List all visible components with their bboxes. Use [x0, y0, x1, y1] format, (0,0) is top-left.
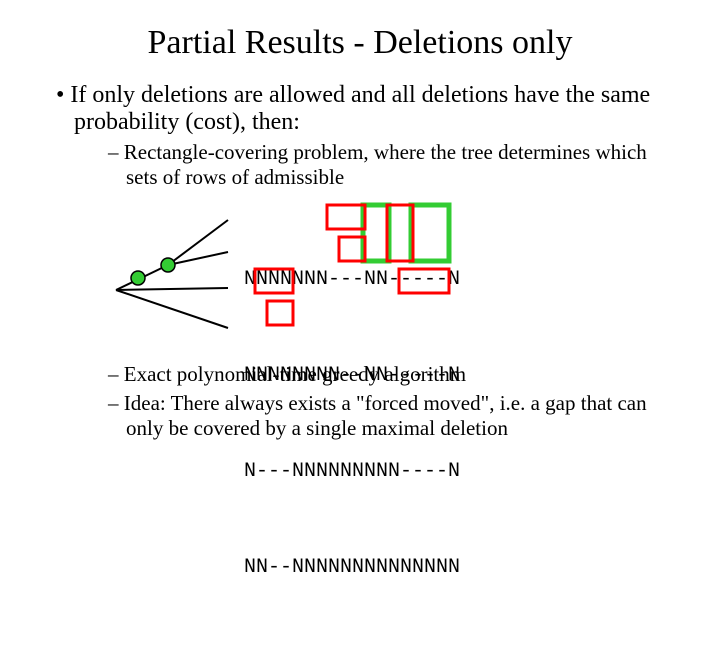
bullet-level1: If only deletions are allowed and all de…: [18, 74, 720, 136]
sequence-row-4: NN--NNNNNNNNNNNNNN: [244, 552, 460, 584]
sequence-row-2: NNNNNNNN--NN-----N: [244, 360, 460, 392]
sequence-block: NNNNNNN---NN-----N NNNNNNNN--NN-----N N-…: [244, 200, 460, 648]
slide: Partial Results - Deletions only If only…: [0, 0, 720, 540]
slide-title: Partial Results - Deletions only: [0, 0, 720, 74]
figure: NNNNNNN---NN-----N NNNNNNNN--NN-----N N-…: [108, 200, 638, 350]
bullet-level2-a: Rectangle-covering problem, where the tr…: [18, 136, 720, 190]
sequence-row-3: N---NNNNNNNNN----N: [244, 456, 460, 488]
sequence-row-1: NNNNNNN---NN-----N: [244, 264, 460, 296]
phylogenetic-tree-icon: [108, 210, 238, 340]
